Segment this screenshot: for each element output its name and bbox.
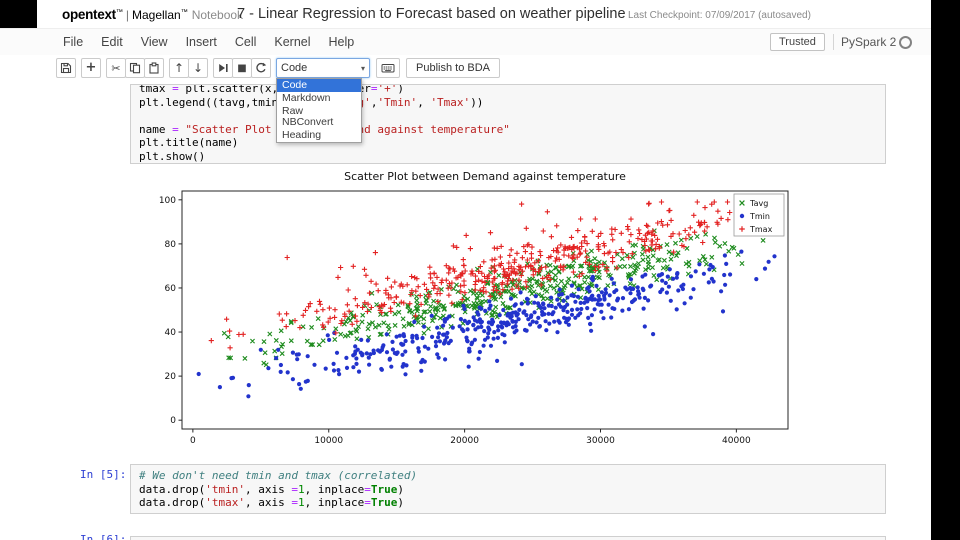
command-palette-button[interactable]: [376, 58, 400, 78]
menu-option-markdown[interactable]: Markdown: [282, 92, 331, 104]
svg-text:20: 20: [165, 372, 177, 382]
move-cell-down-button[interactable]: ↓: [188, 58, 208, 78]
brand-notebook: Notebook: [191, 8, 244, 22]
arrow-down-icon: ↓: [192, 61, 204, 75]
plus-icon: +: [85, 60, 97, 75]
scatter-plot: 0 10000 20000 30000 40000 0 20 40 60 80 100 Scatter…: [159, 170, 789, 446]
cell-type-dropdown[interactable]: Code ▾ Code Markdown Raw NBConvert Headi…: [276, 58, 370, 143]
paste-cell-button[interactable]: [144, 58, 164, 78]
trademark-symbol: ™: [180, 9, 188, 16]
kernel-name: PySpark 2: [841, 35, 897, 49]
menu-help[interactable]: Help: [328, 35, 355, 49]
cut-cell-button[interactable]: ✂: [106, 58, 126, 78]
restart-kernel-button[interactable]: [251, 58, 271, 78]
trusted-button[interactable]: Trusted: [770, 33, 825, 51]
svg-text:30000: 30000: [586, 436, 615, 446]
code-cell[interactable]: # We don't need tmin and tmax (correlate…: [130, 464, 886, 514]
menu-option-heading[interactable]: Heading: [282, 129, 322, 141]
kernel-status-icon: [899, 36, 912, 49]
svg-text:40: 40: [165, 328, 177, 338]
svg-text:20000: 20000: [450, 436, 479, 446]
svg-text:0: 0: [190, 436, 196, 446]
svg-text:Tavg: Tavg: [749, 199, 768, 208]
save-button[interactable]: [56, 58, 76, 78]
save-icon: [60, 62, 72, 74]
notebook-title[interactable]: 7 - Linear Regression to Forecast based …: [237, 6, 626, 22]
scissors-icon: ✂: [111, 61, 121, 75]
menu-list: File Edit View Insert Cell Kernel Help: [54, 29, 363, 55]
brand-divider: |: [125, 8, 129, 22]
svg-text:100: 100: [159, 196, 176, 206]
interrupt-kernel-button[interactable]: ■: [232, 58, 252, 78]
stop-icon: ■: [237, 62, 247, 74]
menu-file[interactable]: File: [63, 35, 84, 49]
arrow-up-icon: ↑: [173, 61, 185, 75]
code-editor[interactable]: # We don't need tmin and tmax (correlate…: [139, 469, 418, 509]
code-cell[interactable]: [130, 536, 886, 540]
cell-type-value: Code: [281, 62, 308, 74]
svg-text:40000: 40000: [722, 436, 751, 446]
svg-text:60: 60: [165, 284, 177, 294]
keyboard-icon: [381, 64, 395, 73]
menu-view[interactable]: View: [140, 35, 168, 49]
kernel-divider: [833, 34, 834, 50]
svg-text:0: 0: [170, 416, 176, 426]
menu-edit[interactable]: Edit: [101, 35, 123, 49]
menu-bar: File Edit View Insert Cell Kernel Help T…: [0, 28, 931, 56]
app-header: opentext™ | Magellan™ Notebook 7 - Linear R…: [0, 0, 931, 28]
publish-to-bda-button[interactable]: Publish to BDA: [406, 58, 500, 78]
copy-cell-button[interactable]: [125, 58, 145, 78]
brand-opentext: opentext: [62, 7, 116, 22]
checkpoint-status: Last Checkpoint: 07/09/2017 (autosaved): [628, 10, 811, 21]
code-editor[interactable]: tmax = plt.scatter(x,y,c='r',marker='+')…: [139, 84, 510, 163]
menu-kernel[interactable]: Kernel: [274, 35, 311, 49]
opentext-magellan-logo: opentext™ | Magellan™ Notebook: [62, 7, 243, 22]
paste-icon: [149, 62, 159, 74]
brand-magellan: Magellan: [131, 8, 181, 22]
svg-text:Tmin: Tmin: [749, 212, 770, 221]
add-cell-button[interactable]: +: [81, 58, 101, 78]
screen-edge-top-left: [0, 0, 37, 28]
run-cell-button[interactable]: [213, 58, 233, 78]
move-cell-up-button[interactable]: ↑: [169, 58, 189, 78]
code-cell[interactable]: tmax = plt.scatter(x,y,c='r',marker='+')…: [130, 84, 886, 164]
toolbar: + ✂ ↑ ↓ ■: [0, 55, 931, 143]
input-prompt: In [6]:: [80, 533, 127, 540]
cell-type-select[interactable]: Code ▾: [276, 58, 370, 78]
figure-output: 0 10000 20000 30000 40000 0 20 40 60 80 100 Scatter…: [150, 167, 810, 459]
svg-text:80: 80: [165, 240, 177, 250]
input-prompt: In [5]:: [80, 468, 127, 481]
copy-icon: [129, 62, 141, 74]
svg-text:Scatter Plot between Demand ag: Scatter Plot between Demand against temp…: [344, 170, 626, 183]
svg-text:10000: 10000: [314, 436, 343, 446]
run-icon: [219, 64, 228, 72]
svg-text:Tmax: Tmax: [749, 225, 773, 234]
cell-type-menu: Code Markdown Raw NBConvert Heading: [276, 78, 362, 143]
menu-option-raw-nbconvert[interactable]: Raw NBConvert: [282, 105, 334, 128]
menu-option-code[interactable]: Code: [277, 79, 361, 92]
trademark-symbol: ™: [115, 9, 123, 16]
screen-edge-right: [931, 0, 960, 540]
menu-cell[interactable]: Cell: [234, 35, 257, 49]
chevron-down-icon: ▾: [360, 63, 365, 73]
menu-insert[interactable]: Insert: [185, 35, 217, 49]
restart-icon: [256, 62, 267, 73]
